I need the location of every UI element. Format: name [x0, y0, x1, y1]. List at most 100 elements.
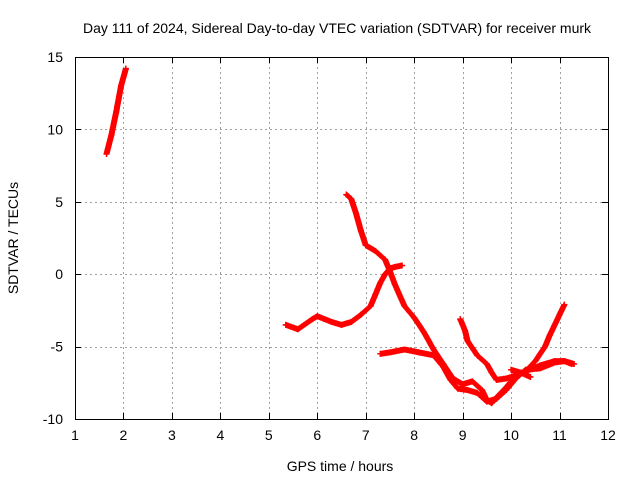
data-point — [382, 271, 389, 278]
data-point — [118, 82, 125, 89]
data-point — [401, 303, 408, 310]
data-point — [469, 378, 476, 385]
y-axis-label: SDTVAR / TECUs — [5, 182, 21, 294]
data-point — [411, 314, 418, 321]
x-tick-label: 1 — [71, 427, 79, 443]
data-point — [517, 369, 524, 376]
data-point — [420, 329, 427, 336]
data-point — [532, 358, 539, 365]
x-tick-label: 9 — [459, 427, 467, 443]
data-point — [556, 311, 563, 318]
x-tick-label: 2 — [120, 427, 128, 443]
data-point — [464, 387, 471, 394]
data-point — [391, 263, 398, 270]
data-point — [457, 316, 464, 323]
x-tick-label: 3 — [168, 427, 176, 443]
data-point — [459, 381, 466, 388]
data-point — [474, 352, 481, 359]
data-point — [377, 279, 384, 286]
data-point — [430, 352, 437, 359]
data-point — [542, 343, 549, 350]
series-markers — [282, 262, 406, 333]
data-point — [568, 360, 575, 367]
y-tick-label: -5 — [51, 339, 64, 355]
data-point — [353, 210, 360, 217]
data-point — [348, 195, 355, 202]
data-point — [416, 349, 423, 356]
data-point — [493, 395, 500, 402]
data-point — [294, 326, 301, 333]
data-point — [122, 65, 129, 72]
y-tick-label: -10 — [43, 411, 63, 427]
data-point — [282, 321, 289, 328]
series-markers — [343, 191, 578, 407]
data-point — [401, 346, 408, 353]
x-axis-label: GPS time / hours — [287, 458, 394, 474]
data-point — [464, 337, 471, 344]
x-tick-label: 10 — [503, 427, 519, 443]
data-point — [508, 366, 515, 373]
data-point — [372, 291, 379, 298]
data-point — [108, 132, 115, 139]
data-point — [483, 398, 490, 405]
grid — [75, 57, 608, 419]
axis-ticks — [75, 57, 609, 420]
data-point — [348, 318, 355, 325]
data-point — [561, 358, 568, 365]
data-point — [309, 316, 316, 323]
series-arc-2 — [343, 191, 578, 407]
data-point — [377, 350, 384, 357]
data-point — [103, 151, 110, 158]
data-point — [561, 301, 568, 308]
data-point — [399, 262, 406, 269]
data-point — [386, 349, 393, 356]
data-point — [314, 313, 321, 320]
x-tick-label: 4 — [216, 427, 224, 443]
series-arc-6 — [508, 366, 534, 381]
data-point — [362, 242, 369, 249]
y-tick-label: 0 — [55, 266, 63, 282]
data-point — [503, 387, 510, 394]
data-points — [103, 65, 578, 407]
data-point — [382, 256, 389, 263]
data-point — [454, 385, 461, 392]
data-point — [488, 369, 495, 376]
data-point — [372, 248, 379, 255]
x-tick-label: 8 — [410, 427, 418, 443]
y-tick-label: 5 — [55, 194, 63, 210]
series-arc-3 — [282, 262, 406, 333]
data-point — [338, 321, 345, 328]
data-point — [440, 363, 447, 370]
data-point — [527, 374, 534, 381]
data-point — [551, 359, 558, 366]
data-point — [546, 332, 553, 339]
data-point — [328, 318, 335, 325]
data-point — [483, 360, 490, 367]
data-point — [537, 365, 544, 372]
data-point — [474, 389, 481, 396]
data-point — [391, 281, 398, 288]
chart-title: Day 111 of 2024, Sidereal Day-to-day VTE… — [83, 20, 592, 36]
y-tick-label: 15 — [47, 49, 63, 65]
data-point — [479, 387, 486, 394]
x-tick-label: 5 — [265, 427, 273, 443]
data-point — [386, 265, 393, 272]
data-point — [447, 376, 454, 383]
x-tick-label: 7 — [362, 427, 370, 443]
x-tick-label: 6 — [313, 427, 321, 443]
data-point — [357, 311, 364, 318]
data-point — [493, 376, 500, 383]
plot-frame — [75, 57, 609, 420]
series-arc-5 — [457, 301, 568, 383]
series-arc-1 — [103, 65, 129, 158]
data-point — [113, 109, 120, 116]
x-tick-label: 11 — [552, 427, 567, 443]
data-point — [343, 191, 350, 198]
data-point — [367, 303, 374, 310]
y-tick-label: 10 — [47, 121, 63, 137]
data-point — [357, 227, 364, 234]
data-point — [430, 346, 437, 353]
x-tick-label: 12 — [600, 427, 616, 443]
